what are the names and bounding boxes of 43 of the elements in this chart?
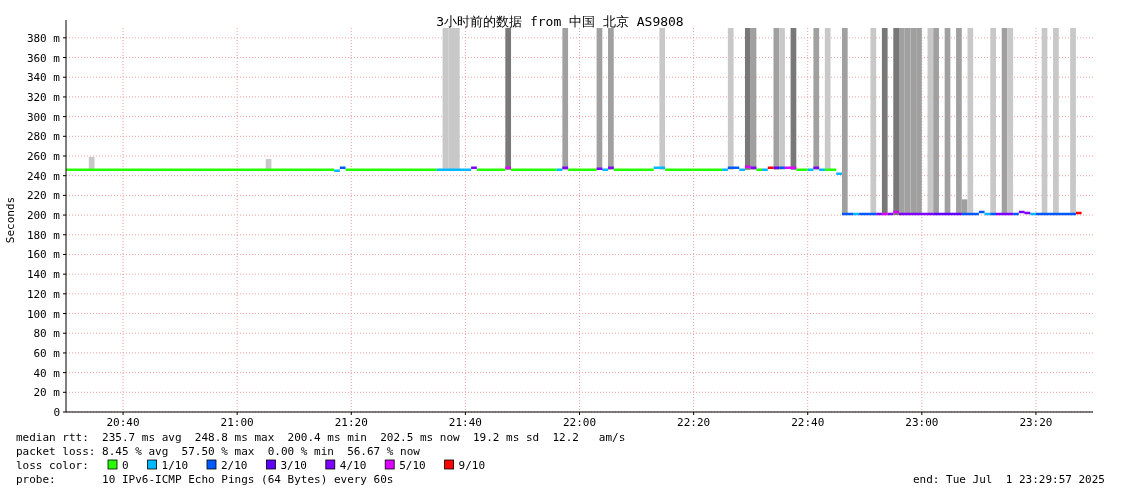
y-tick-label: 380 m: [26, 31, 61, 45]
y-tick-label: 280 m: [26, 130, 61, 144]
y-tick-label: 340 m: [26, 71, 61, 85]
y-tick-label: 160 m: [26, 248, 61, 262]
text: packet loss: 8.45 % avg 57.50 % max 0.00 % min 56.67 % now: [16, 445, 421, 458]
legend-label: 1/10: [161, 459, 189, 472]
x-tick-label: 21:00: [220, 416, 254, 429]
y-tick-label: 0: [53, 406, 60, 419]
legend-label: 3/10: [280, 459, 307, 472]
y-tick-label: 360 m: [26, 51, 61, 65]
legend-label: 0: [122, 459, 129, 472]
x-tick-label: 22:40: [791, 416, 825, 429]
x-tick-label: 23:20: [1019, 416, 1053, 429]
x-tick-label: 22:20: [677, 416, 711, 429]
y-tick-label: 300 m: [26, 110, 61, 124]
x-tick-label: 21:20: [334, 416, 368, 429]
legend-label: 4/10: [339, 459, 367, 472]
y-tick-label: 60 m: [33, 346, 61, 360]
text: median rtt: 235.7 ms avg 248.8 ms max 200.4 ms min 202.5 ms now 19.2 ms sd 12.2 am/s: [16, 431, 626, 444]
y-tick-label: 200 m: [26, 209, 61, 223]
legend-label: 2/10: [221, 459, 248, 472]
y-tick-label: 80 m: [33, 327, 61, 341]
legend-label: 9/10: [458, 459, 486, 472]
x-tick-label: 21:40: [448, 416, 482, 429]
y-tick-label: 180 m: [26, 228, 61, 242]
text: end: Tue Jul 1 23:29:57 2025: [912, 473, 1105, 486]
y-tick-label: 120 m: [26, 287, 61, 301]
x-tick-label: 22:00: [562, 416, 597, 429]
x-tick-label: 23:00: [905, 416, 939, 429]
legend-title: loss color:: [16, 459, 89, 472]
y-tick-label: 20 m: [33, 386, 61, 400]
text: probe: 10 IPv6-ICMP Echo Pings (64 Bytes) every 60s: [16, 473, 394, 486]
chart-title: 3小时前的数据 from 中国 北京 AS9808: [436, 14, 684, 29]
y-tick-label: 240 m: [26, 169, 61, 183]
y-tick-label: 260 m: [26, 150, 61, 163]
y-tick-label: 320 m: [26, 90, 61, 104]
x-tick-label: 20:40: [106, 416, 140, 429]
y-tick-label: 140 m: [26, 268, 61, 282]
legend-label: 5/10: [399, 459, 426, 472]
y-tick-label: 220 m: [26, 189, 61, 203]
y-axis-title: Seconds: [4, 196, 17, 244]
y-tick-label: 40 m: [33, 366, 61, 380]
y-tick-label: 100 m: [26, 307, 61, 321]
